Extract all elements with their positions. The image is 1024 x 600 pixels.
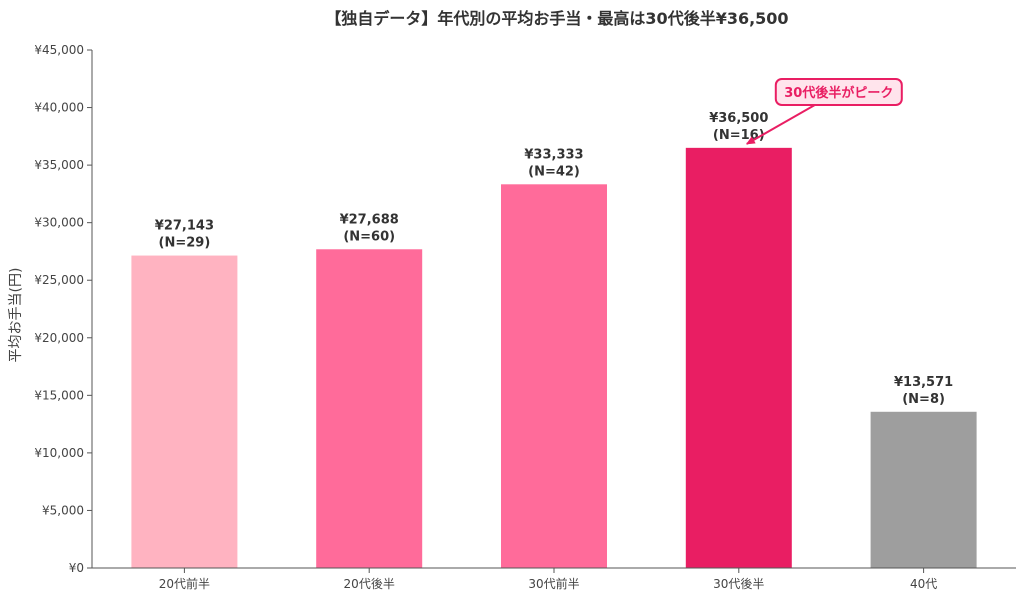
y-tick-label: ¥0 [69, 561, 84, 575]
bar-n-label: (N=29) [159, 236, 211, 251]
x-tick-label: 20代前半 [159, 576, 210, 591]
annotation-text: 30代後半がピーク [784, 85, 893, 101]
bar-value-label: ¥27,143 [155, 219, 214, 234]
y-tick-label: ¥5,000 [42, 503, 84, 517]
x-axis-ticks: 20代前半 20代後半 30代前半 30代後半 40代 [159, 568, 937, 591]
y-tick-label: ¥20,000 [34, 331, 84, 345]
y-tick-label: ¥45,000 [34, 43, 84, 57]
annotation-box [774, 78, 903, 106]
bar-value-label: ¥27,688 [340, 212, 399, 227]
bar-2 [316, 249, 423, 569]
x-tick-label: 30代後半 [713, 577, 764, 591]
bars: ¥27,143 (N=29) ¥27,688 (N=60) ¥33,333 (N=42) ¥… [131, 111, 977, 569]
bar-4 [685, 147, 792, 568]
x-tick-label: 20代後半 [344, 577, 395, 591]
peak-annotation: 30代後半がピーク [745, 78, 903, 145]
bar-n-label: (N=60) [343, 229, 395, 244]
bar-n-label: (N=42) [528, 164, 580, 179]
y-tick-label: ¥15,000 [34, 388, 84, 402]
annotation-arrow [745, 104, 816, 145]
bar-n-label: (N=8) [902, 392, 945, 407]
bar-1 [131, 255, 238, 569]
y-tick-label: ¥25,000 [34, 273, 84, 287]
bar-5 [870, 411, 977, 568]
bar-value-label: ¥33,333 [524, 147, 583, 162]
bar-value-label: ¥36,500 [709, 111, 768, 126]
y-axis-label: 平均お手当(円) [8, 268, 24, 363]
x-tick-label: 40代 [910, 577, 937, 591]
bar-3 [501, 184, 607, 568]
y-tick-label: ¥40,000 [34, 101, 84, 115]
bar-value-label: ¥13,571 [894, 375, 953, 390]
y-tick-label: ¥30,000 [34, 216, 84, 230]
chart-title: 【独自データ】年代別の平均お手当・最高は30代後半¥36,500 [325, 9, 788, 28]
y-axis-ticks: ¥0 ¥5,000 ¥10,000 ¥15,000 ¥20,000 ¥25,000 ¥30,… [34, 43, 92, 575]
bar-n-label: (N=16) [713, 128, 765, 143]
y-tick-label: ¥35,000 [34, 158, 84, 172]
x-tick-label: 30代前半 [528, 576, 579, 591]
y-tick-label: ¥10,000 [34, 446, 84, 460]
